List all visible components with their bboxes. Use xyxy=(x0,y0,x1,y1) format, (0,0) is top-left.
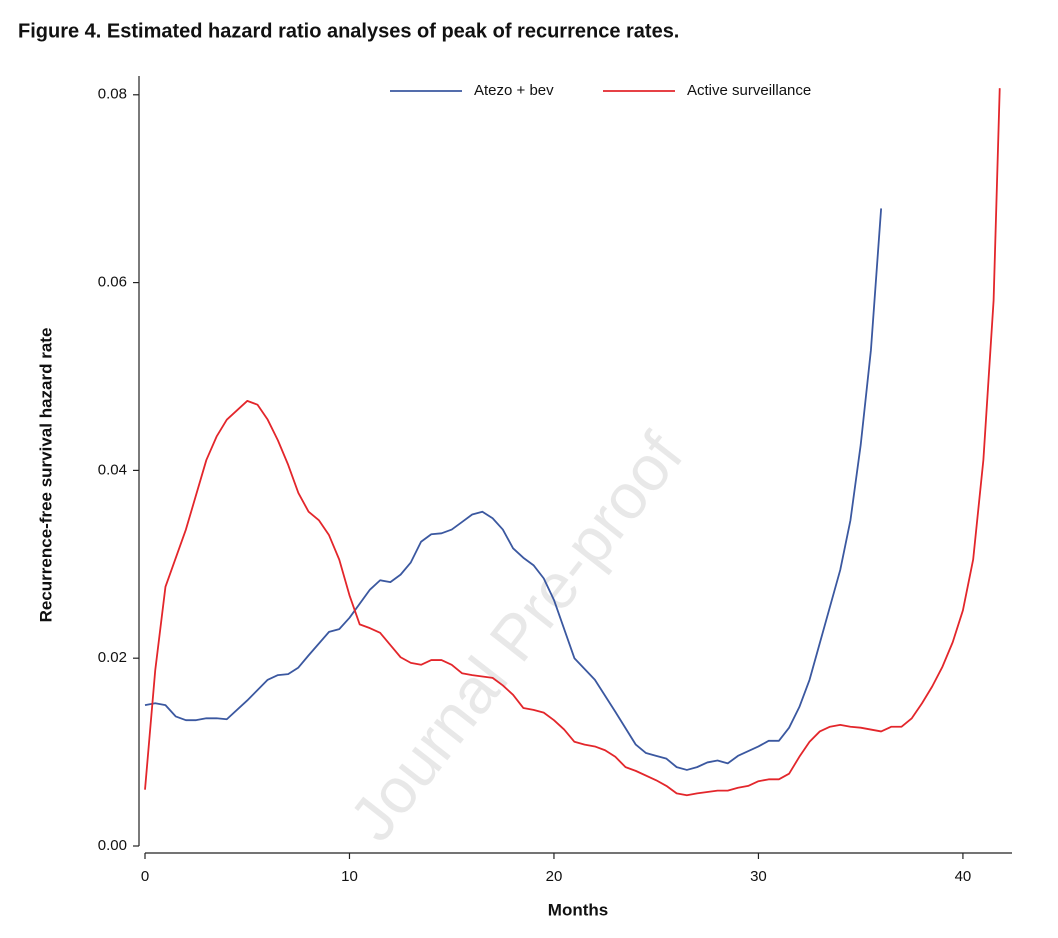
legend-label: Atezo + bev xyxy=(474,82,554,99)
x-tick-label: 30 xyxy=(750,868,767,885)
y-tick-label: 0.08 xyxy=(98,86,127,103)
line-series xyxy=(144,88,1001,797)
x-tick-label: 40 xyxy=(955,868,972,885)
chart-title: Figure 4. Estimated hazard ratio analyse… xyxy=(18,20,679,42)
x-tick-label: 0 xyxy=(141,868,149,885)
y-axis-label: Recurrence-free survival hazard rate xyxy=(36,328,55,623)
watermark: Journal Pre-proof xyxy=(335,420,696,854)
line-series xyxy=(144,208,883,771)
y-tick-label: 0.06 xyxy=(98,274,127,291)
x-axis-label: Months xyxy=(548,900,608,919)
y-tick-label: 0.04 xyxy=(98,461,127,478)
y-tick-label: 0.00 xyxy=(98,837,127,854)
legend-label: Active surveillance xyxy=(687,82,811,99)
x-tick-label: 10 xyxy=(341,868,358,885)
x-tick-label: 20 xyxy=(546,868,563,885)
y-tick-label: 0.02 xyxy=(98,649,127,666)
